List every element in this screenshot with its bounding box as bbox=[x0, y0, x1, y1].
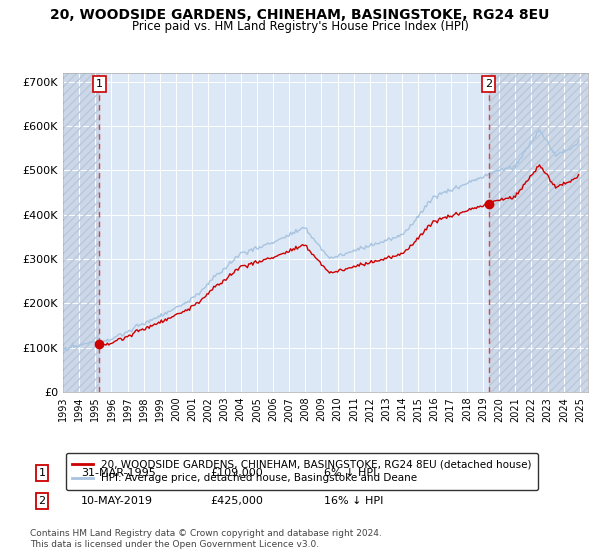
Text: 6% ↓ HPI: 6% ↓ HPI bbox=[324, 468, 376, 478]
Text: 20, WOODSIDE GARDENS, CHINEHAM, BASINGSTOKE, RG24 8EU: 20, WOODSIDE GARDENS, CHINEHAM, BASINGST… bbox=[50, 8, 550, 22]
Bar bbox=[489, 73, 588, 392]
Text: 1: 1 bbox=[96, 79, 103, 89]
Bar bbox=[63, 73, 100, 392]
Legend: 20, WOODSIDE GARDENS, CHINEHAM, BASINGSTOKE, RG24 8EU (detached house), HPI: Ave: 20, WOODSIDE GARDENS, CHINEHAM, BASINGST… bbox=[65, 453, 538, 490]
Text: Contains HM Land Registry data © Crown copyright and database right 2024.
This d: Contains HM Land Registry data © Crown c… bbox=[30, 529, 382, 549]
Text: Price paid vs. HM Land Registry's House Price Index (HPI): Price paid vs. HM Land Registry's House … bbox=[131, 20, 469, 32]
Text: 16% ↓ HPI: 16% ↓ HPI bbox=[324, 496, 383, 506]
Text: 31-MAR-1995: 31-MAR-1995 bbox=[81, 468, 156, 478]
Text: £109,000: £109,000 bbox=[210, 468, 263, 478]
Text: 2: 2 bbox=[485, 79, 493, 89]
Bar bbox=[489, 73, 588, 392]
Text: 2: 2 bbox=[38, 496, 46, 506]
Bar bbox=[63, 73, 100, 392]
Text: 10-MAY-2019: 10-MAY-2019 bbox=[81, 496, 153, 506]
Text: 1: 1 bbox=[38, 468, 46, 478]
Text: £425,000: £425,000 bbox=[210, 496, 263, 506]
